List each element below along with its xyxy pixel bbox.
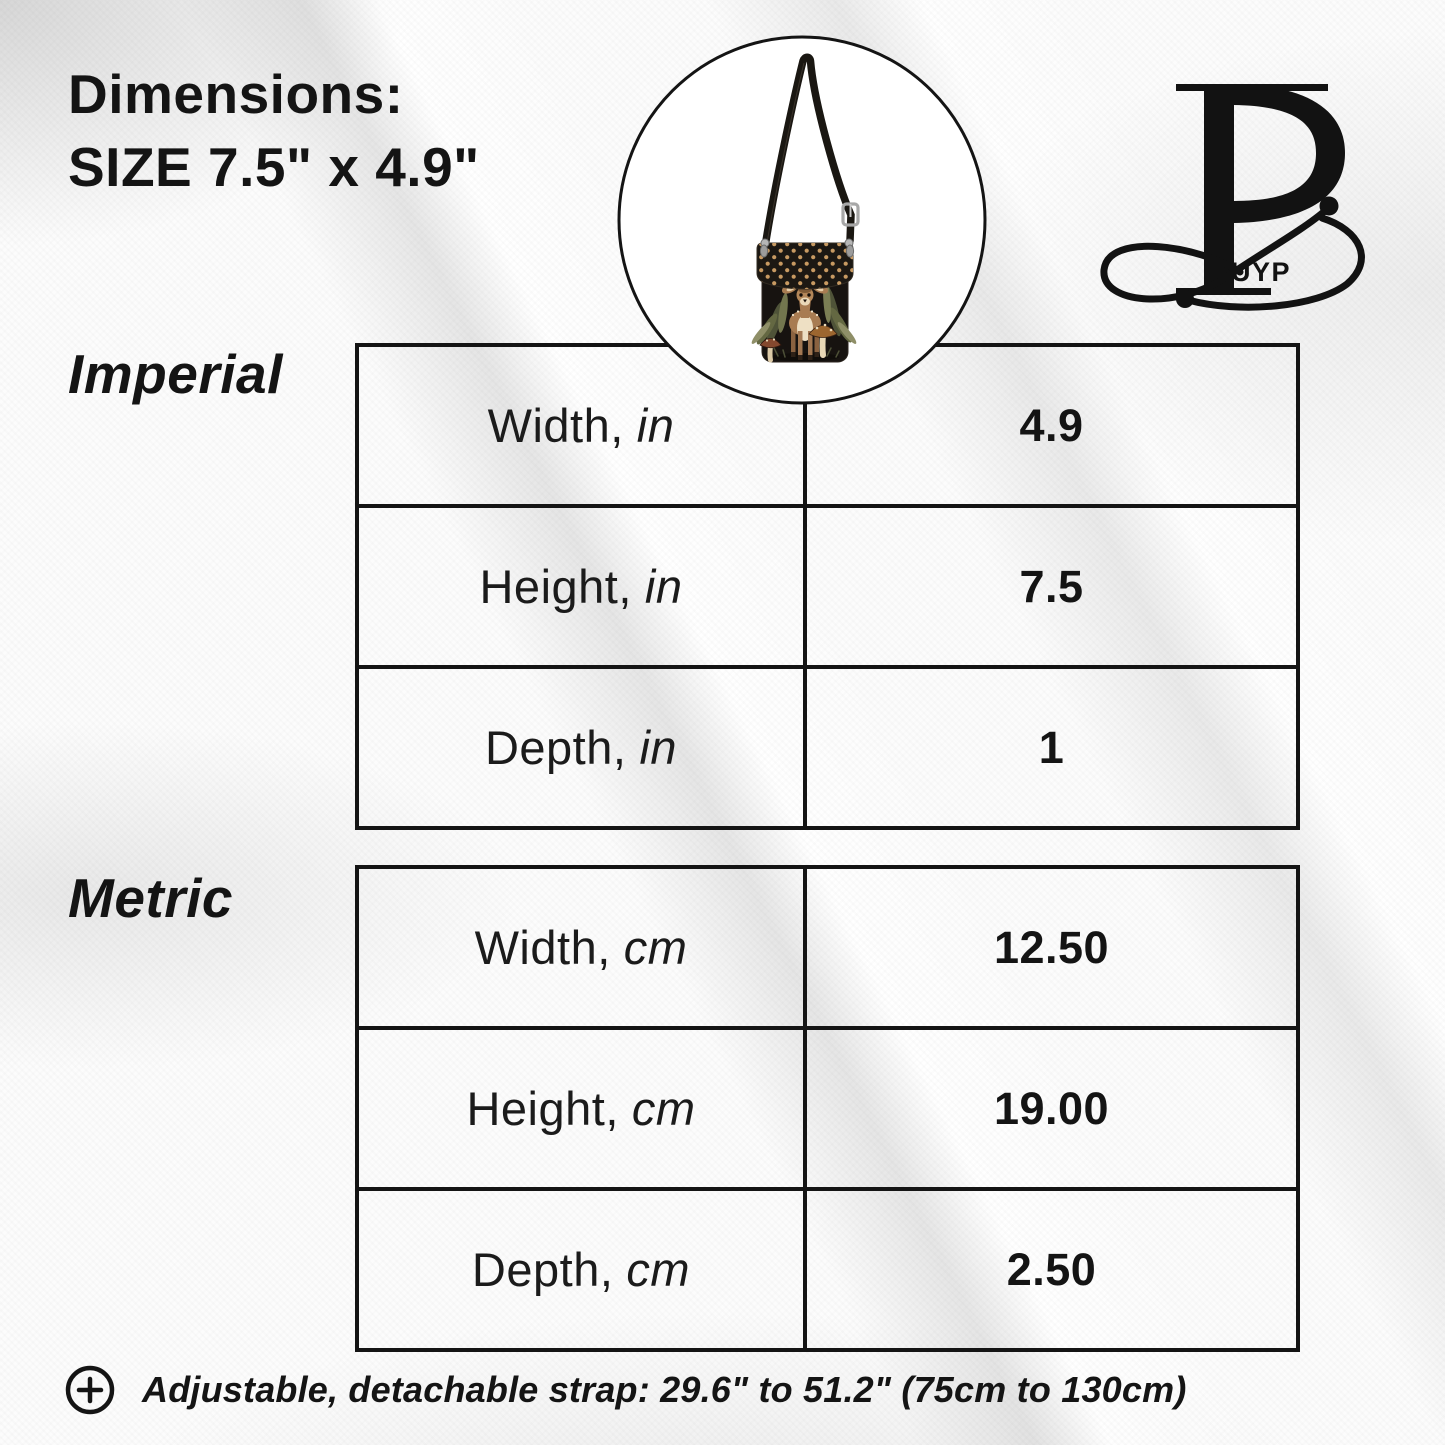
circled-plus-icon [65, 1365, 115, 1415]
dimension-label-cell: Height, cm [359, 1030, 807, 1187]
table-row: Height, cm 19.00 [359, 1026, 1296, 1187]
dimension-label-cell: Width, in [359, 347, 807, 504]
dimension-label-cell: Width, cm [359, 869, 807, 1026]
dimension-unit: in [644, 560, 683, 613]
product-photo [615, 33, 989, 407]
imperial-section-label: Imperial [68, 343, 283, 405]
dimension-unit: cm [623, 921, 688, 974]
dimension-name: Width, [487, 399, 624, 452]
dimension-name: Depth, [484, 721, 627, 774]
table-row: Width, in 4.9 [359, 347, 1296, 504]
strap-footnote: Adjustable, detachable strap: 29.6" to 5… [64, 1364, 1394, 1416]
dimension-value: 12.50 [993, 921, 1110, 973]
title-line-2: SIZE 7.5" x 4.9" [68, 136, 480, 199]
footnote-text: Adjustable, detachable strap: 29.6" to 5… [142, 1369, 1187, 1410]
table-row: Depth, cm 2.50 [359, 1187, 1296, 1348]
dimension-unit: cm [631, 1082, 696, 1135]
dimension-unit: cm [626, 1243, 691, 1296]
dimension-value: 2.50 [1006, 1243, 1097, 1295]
table-row: Width, cm 12.50 [359, 869, 1296, 1026]
dimension-value: 19.00 [993, 1082, 1110, 1134]
strap-buckle [841, 202, 860, 227]
crossbody-bag-illustration [617, 35, 987, 405]
bag-flap [756, 242, 854, 290]
imperial-dimensions-table: Width, in 4.9 Height, in 7.5 Depth, in 1 [355, 343, 1300, 830]
dimension-value: 4.9 [1019, 399, 1084, 451]
dimension-name: Height, [466, 1082, 619, 1135]
table-row: Depth, in 1 [359, 665, 1296, 826]
dimension-unit: in [639, 721, 678, 774]
brand-logo: UYP [1088, 60, 1380, 318]
dimension-name: Height, [479, 560, 632, 613]
metric-dimensions-table: Width, cm 12.50 Height, cm 19.00 Depth, … [355, 865, 1300, 1352]
dimension-name: Width, [474, 921, 611, 974]
dimension-label-cell: Depth, in [359, 669, 807, 826]
dimension-name: Depth, [471, 1243, 614, 1296]
brand-monogram-icon: UYP [1100, 84, 1365, 311]
dimension-label-cell: Depth, cm [359, 1191, 807, 1348]
strap-clasps [759, 238, 855, 258]
logo-suffix: UYP [1231, 257, 1291, 287]
dimension-value: 1 [1038, 721, 1065, 773]
table-row: Height, in 7.5 [359, 504, 1296, 665]
dimension-value: 7.5 [1019, 560, 1084, 612]
dimension-unit: in [636, 399, 675, 452]
metric-section-label: Metric [68, 867, 233, 929]
dimension-label-cell: Height, in [359, 508, 807, 665]
title-line-1: Dimensions: [68, 63, 404, 125]
bag-strap [761, 53, 855, 251]
page-title: Dimensions: SIZE 7.5" x 4.9" [68, 58, 480, 204]
